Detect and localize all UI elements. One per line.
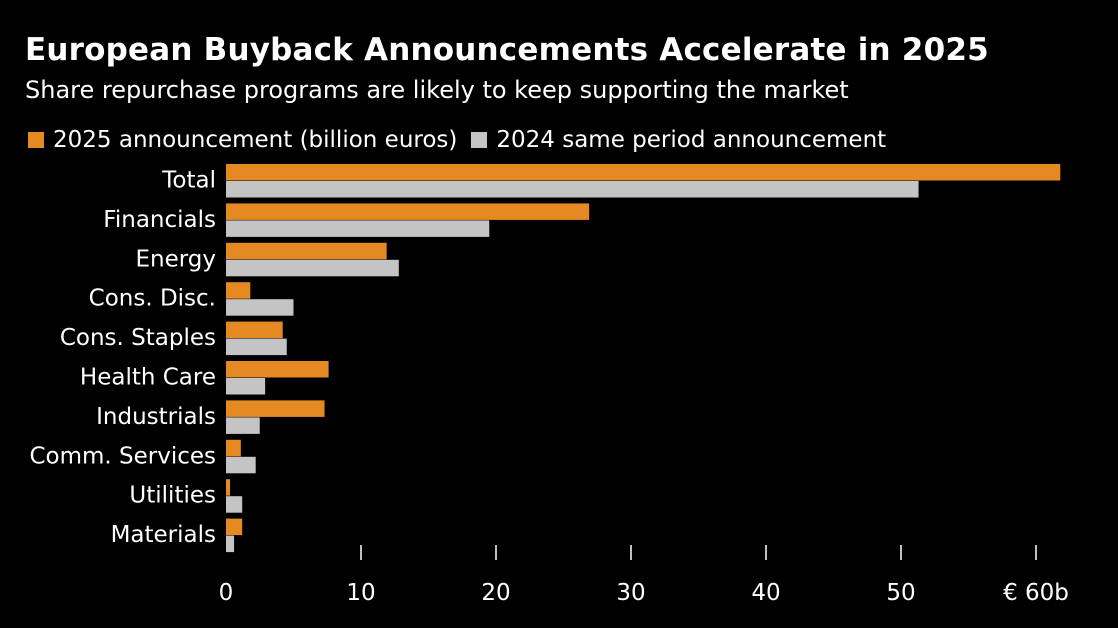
bar-2025-utilities xyxy=(226,479,231,496)
category-label-cons-disc: Cons. Disc. xyxy=(89,286,216,312)
category-label-cons-staples: Cons. Staples xyxy=(60,325,216,351)
bar-2024-total xyxy=(226,181,919,198)
chart-legend: 2025 announcement (billion euros) 2024 s… xyxy=(28,127,900,153)
bar-2024-energy xyxy=(226,259,399,277)
bar-2025-cons-disc xyxy=(226,282,251,299)
bar-2025-energy xyxy=(226,242,387,260)
x-tick-label-60: € 60b xyxy=(1003,580,1069,606)
bar-2025-comm-services xyxy=(226,439,241,457)
legend-swatch-2024 xyxy=(471,132,488,148)
bar-2024-utilities xyxy=(226,496,243,513)
x-tick-label-0: 0 xyxy=(219,580,234,606)
bar-2025-industrials xyxy=(226,400,325,417)
legend-swatch-2025 xyxy=(28,132,44,148)
x-tick-label-30: 30 xyxy=(616,580,645,606)
bar-2024-industrials xyxy=(226,417,260,434)
category-label-energy: Energy xyxy=(135,246,216,272)
x-tick-label-20: 20 xyxy=(481,580,510,606)
category-label-health-care: Health Care xyxy=(80,365,216,391)
bar-2024-comm-services xyxy=(226,456,256,474)
chart-title: European Buyback Announcements Accelerat… xyxy=(25,32,989,68)
bar-2025-health-care xyxy=(226,361,329,378)
legend-item-2025: 2025 announcement (billion euros) xyxy=(28,127,457,153)
category-label-utilities: Utilities xyxy=(129,483,216,509)
bar-2025-materials xyxy=(226,518,243,536)
bar-2024-materials xyxy=(226,535,235,553)
legend-label-2024: 2024 same period announcement xyxy=(496,127,887,153)
bar-2024-health-care xyxy=(226,378,266,395)
chart-subtitle: Share repurchase programs are likely to … xyxy=(25,76,849,104)
bar-2025-financials xyxy=(226,203,590,220)
bar-2024-cons-disc xyxy=(226,299,294,316)
category-label-total: Total xyxy=(161,168,216,194)
bar-2025-cons-staples xyxy=(226,321,283,339)
x-tick-label-50: 50 xyxy=(886,580,915,606)
x-tick-label-10: 10 xyxy=(346,580,375,606)
legend-item-2024: 2024 same period announcement xyxy=(471,127,886,153)
bar-2024-financials xyxy=(226,220,490,237)
bar-2024-cons-staples xyxy=(226,338,287,356)
category-label-industrials: Industrials xyxy=(96,404,216,430)
category-label-financials: Financials xyxy=(103,207,216,233)
bar-2025-total xyxy=(226,164,1061,181)
category-label-materials: Materials xyxy=(111,522,216,548)
category-label-comm-services: Comm. Services xyxy=(29,443,216,469)
legend-label-2025: 2025 announcement (billion euros) xyxy=(53,127,458,153)
x-tick-label-40: 40 xyxy=(751,580,780,606)
